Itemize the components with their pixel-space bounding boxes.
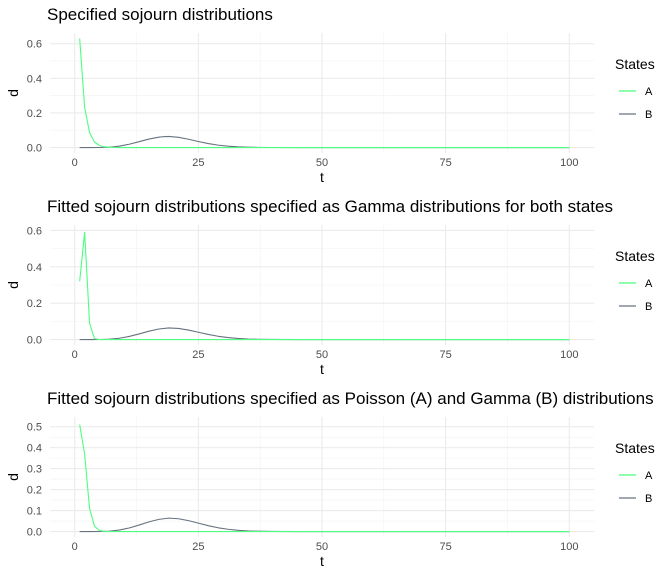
y-axis-title: d bbox=[5, 281, 21, 289]
series-line-a bbox=[79, 38, 570, 149]
x-tick-label: 25 bbox=[192, 349, 204, 361]
x-tick-label: 100 bbox=[560, 541, 578, 553]
legend-label-a: A bbox=[645, 86, 653, 98]
legend-label-b: B bbox=[645, 493, 652, 505]
chart-title: Fitted sojourn distributions specified a… bbox=[47, 389, 654, 408]
y-tick-label: 0.4 bbox=[27, 262, 42, 274]
y-tick-label: 0.0 bbox=[27, 527, 42, 539]
series-line-b bbox=[79, 517, 570, 533]
series-line-b bbox=[79, 135, 570, 149]
x-tick-label: 0 bbox=[72, 157, 78, 169]
legend-label-b: B bbox=[645, 301, 652, 313]
series-line-b bbox=[79, 327, 570, 341]
x-tick-label: 75 bbox=[440, 157, 452, 169]
legend-title: States bbox=[615, 440, 655, 456]
y-tick-label: 0.0 bbox=[27, 335, 42, 347]
y-tick-label: 0.1 bbox=[27, 506, 42, 518]
legend: States AB bbox=[615, 56, 655, 121]
y-tick-label: 0.3 bbox=[27, 464, 42, 476]
x-tick-label: 50 bbox=[316, 157, 328, 169]
y-axis-title: d bbox=[5, 473, 21, 481]
legend: States AB bbox=[615, 440, 655, 505]
series-line-a bbox=[79, 231, 570, 341]
x-tick-label: 100 bbox=[560, 349, 578, 361]
x-tick-label: 0 bbox=[72, 541, 78, 553]
y-tick-label: 0.2 bbox=[27, 108, 42, 120]
x-tick-label: 0 bbox=[72, 349, 78, 361]
x-axis-title: t bbox=[320, 361, 324, 377]
x-tick-label: 50 bbox=[316, 541, 328, 553]
y-tick-label: 0.4 bbox=[27, 73, 42, 85]
chart-title: Specified sojourn distributions bbox=[47, 5, 273, 24]
chart-title: Fitted sojourn distributions specified a… bbox=[47, 197, 613, 216]
y-tick-label: 0.0 bbox=[27, 143, 42, 155]
y-tick-label: 0.6 bbox=[27, 39, 42, 51]
x-axis-title: t bbox=[320, 553, 324, 569]
y-axis-title: d bbox=[5, 89, 21, 97]
x-axis-title: t bbox=[320, 169, 324, 185]
x-tick-label: 50 bbox=[316, 349, 328, 361]
y-tick-label: 0.6 bbox=[27, 225, 42, 237]
x-tick-label: 25 bbox=[192, 157, 204, 169]
chart-panel-2: Fitted sojourn distributions specified a… bbox=[5, 197, 655, 377]
y-tick-label: 0.4 bbox=[27, 443, 42, 455]
legend-label-b: B bbox=[645, 109, 652, 121]
x-tick-label: 75 bbox=[440, 349, 452, 361]
y-tick-label: 0.2 bbox=[27, 485, 42, 497]
legend-title: States bbox=[615, 56, 655, 72]
legend-label-a: A bbox=[645, 470, 653, 482]
y-tick-label: 0.5 bbox=[27, 422, 42, 434]
series-line-a bbox=[79, 424, 570, 533]
chart-panel-1: Specified sojourn distributions 0 25 50 75 10… bbox=[5, 5, 655, 185]
legend-title: States bbox=[615, 248, 655, 264]
x-tick-label: 25 bbox=[192, 541, 204, 553]
x-tick-label: 100 bbox=[560, 157, 578, 169]
legend-label-a: A bbox=[645, 278, 653, 290]
chart-panel-3: Fitted sojourn distributions specified a… bbox=[5, 389, 655, 569]
legend: States AB bbox=[615, 248, 655, 313]
y-tick-label: 0.2 bbox=[27, 298, 42, 310]
x-tick-label: 75 bbox=[440, 541, 452, 553]
